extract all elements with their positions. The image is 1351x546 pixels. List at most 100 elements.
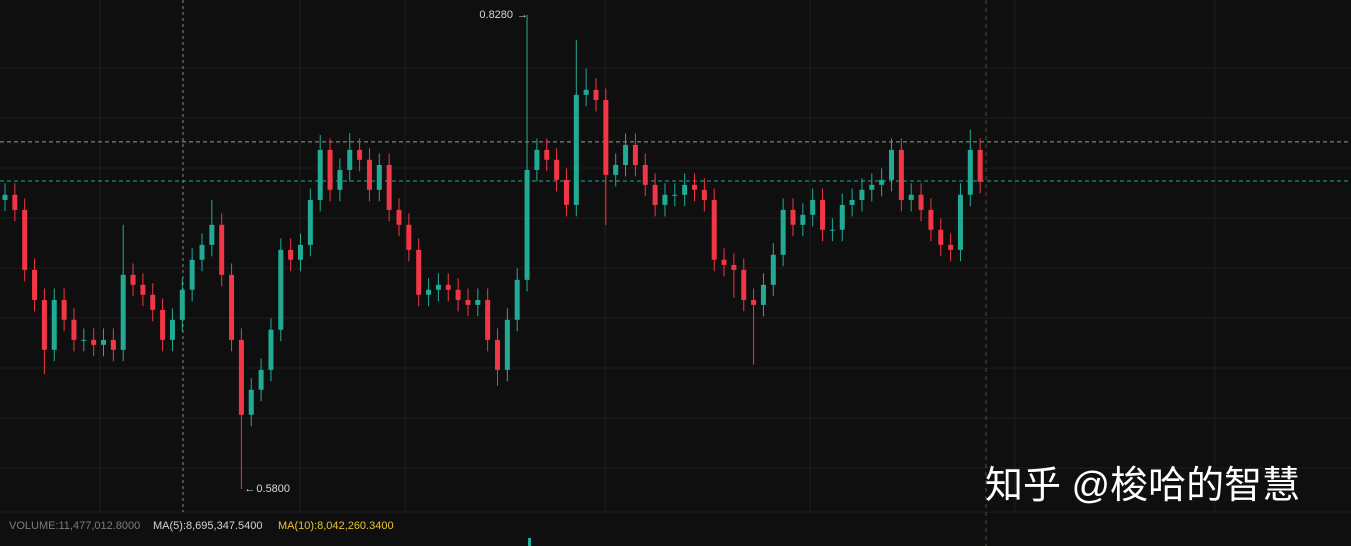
- candle-body: [544, 149, 550, 160]
- candle-body: [229, 274, 235, 340]
- candle-body: [298, 244, 303, 260]
- candle-body: [918, 194, 924, 210]
- candle-body: [416, 249, 422, 295]
- plot: 0.8280 → ← 0.5800 VOLUME:11,477,012.8000 MA(5…: [0, 9, 1351, 532]
- candle-body: [199, 244, 205, 260]
- candle-body: [859, 189, 865, 200]
- candle-body: [130, 274, 136, 285]
- candle-body: [327, 149, 333, 190]
- candle-body: [652, 184, 658, 205]
- candle-body: [790, 209, 796, 225]
- candle-body: [810, 199, 816, 215]
- candle-body: [120, 274, 126, 350]
- candle-body: [583, 89, 589, 95]
- candle-body: [554, 159, 560, 180]
- candle-body: [751, 299, 757, 305]
- candle-body: [829, 229, 835, 231]
- high-label: 0.8280: [479, 9, 513, 21]
- candle-body: [603, 99, 609, 175]
- candle-body: [889, 149, 894, 180]
- candle-body: [780, 209, 786, 255]
- candle-body: [908, 194, 914, 200]
- candle-body: [386, 164, 392, 210]
- candle-body: [928, 209, 934, 230]
- candle-body: [475, 299, 481, 305]
- candle-body: [504, 319, 510, 370]
- candle-body: [465, 299, 471, 305]
- candle-body: [632, 144, 638, 165]
- candle-body: [258, 369, 264, 390]
- volume-legend: MA(5):8,695,347.5400: [153, 520, 262, 532]
- candle-body: [485, 299, 491, 340]
- low-label: 0.5800: [256, 483, 290, 495]
- candle-body: [189, 259, 195, 290]
- candle-body: [307, 199, 313, 245]
- grid: [0, 0, 1351, 513]
- candle-body: [357, 149, 363, 160]
- candle-body: [642, 164, 648, 185]
- candle-body: [435, 284, 441, 290]
- candle-body: [288, 249, 294, 260]
- candle-body: [169, 319, 175, 340]
- candle-body: [820, 199, 826, 230]
- candle-body: [219, 224, 225, 275]
- candle-body: [967, 149, 973, 195]
- candle-body: [593, 89, 599, 100]
- candle-body: [61, 299, 67, 320]
- candle-body: [957, 194, 963, 250]
- candle-body: [770, 254, 776, 285]
- candle-body: [938, 229, 944, 245]
- candle-body: [268, 329, 274, 370]
- candle-body: [396, 209, 402, 225]
- candle-body: [869, 184, 875, 190]
- watermark: 知乎 @梭哈的智慧: [985, 465, 1300, 507]
- candle-body: [495, 339, 500, 370]
- candle-body: [839, 204, 845, 230]
- candle-body: [898, 149, 904, 200]
- candle-body: [110, 339, 116, 350]
- candle-body: [347, 149, 353, 170]
- candle-body: [563, 179, 569, 205]
- candle-body: [337, 169, 343, 190]
- candle-body: [701, 189, 707, 200]
- candle-body: [800, 214, 806, 225]
- candle-body: [160, 309, 166, 340]
- candle-body: [2, 194, 8, 200]
- candle-body: [12, 194, 18, 210]
- candle-body: [71, 319, 77, 340]
- candle-body: [662, 194, 668, 205]
- candle-body: [140, 284, 146, 295]
- candle-body: [317, 149, 323, 200]
- candle-body: [32, 269, 38, 300]
- candle-body: [682, 184, 688, 195]
- candle-body: [101, 339, 106, 345]
- candle-body: [760, 284, 766, 305]
- candle-body: [711, 199, 717, 260]
- candle-body: [238, 339, 244, 415]
- candle-body: [455, 289, 461, 300]
- candle-body: [573, 94, 579, 205]
- candle-body: [534, 149, 540, 170]
- candle-body: [209, 224, 215, 245]
- candle-body: [445, 284, 451, 290]
- volume-legend: MA(10):8,042,260.3400: [278, 520, 394, 532]
- candle-body: [879, 179, 885, 185]
- candle-body: [179, 289, 185, 320]
- candle-body: [376, 164, 382, 190]
- candle-body: [366, 159, 372, 190]
- candle-body: [692, 184, 697, 190]
- candle-body: [248, 389, 254, 415]
- candle-body: [22, 209, 28, 270]
- candle-body: [514, 279, 520, 320]
- candle-body: [721, 259, 727, 265]
- candle-body: [81, 339, 87, 341]
- candle-body: [623, 144, 629, 165]
- candle-body: [406, 224, 412, 250]
- candle-body: [849, 199, 855, 205]
- high-arrow: →: [517, 9, 528, 21]
- candle-body: [150, 294, 156, 310]
- volume-legend: VOLUME:11,477,012.8000: [9, 520, 140, 532]
- candle-body: [672, 194, 678, 196]
- candle-body: [91, 339, 97, 345]
